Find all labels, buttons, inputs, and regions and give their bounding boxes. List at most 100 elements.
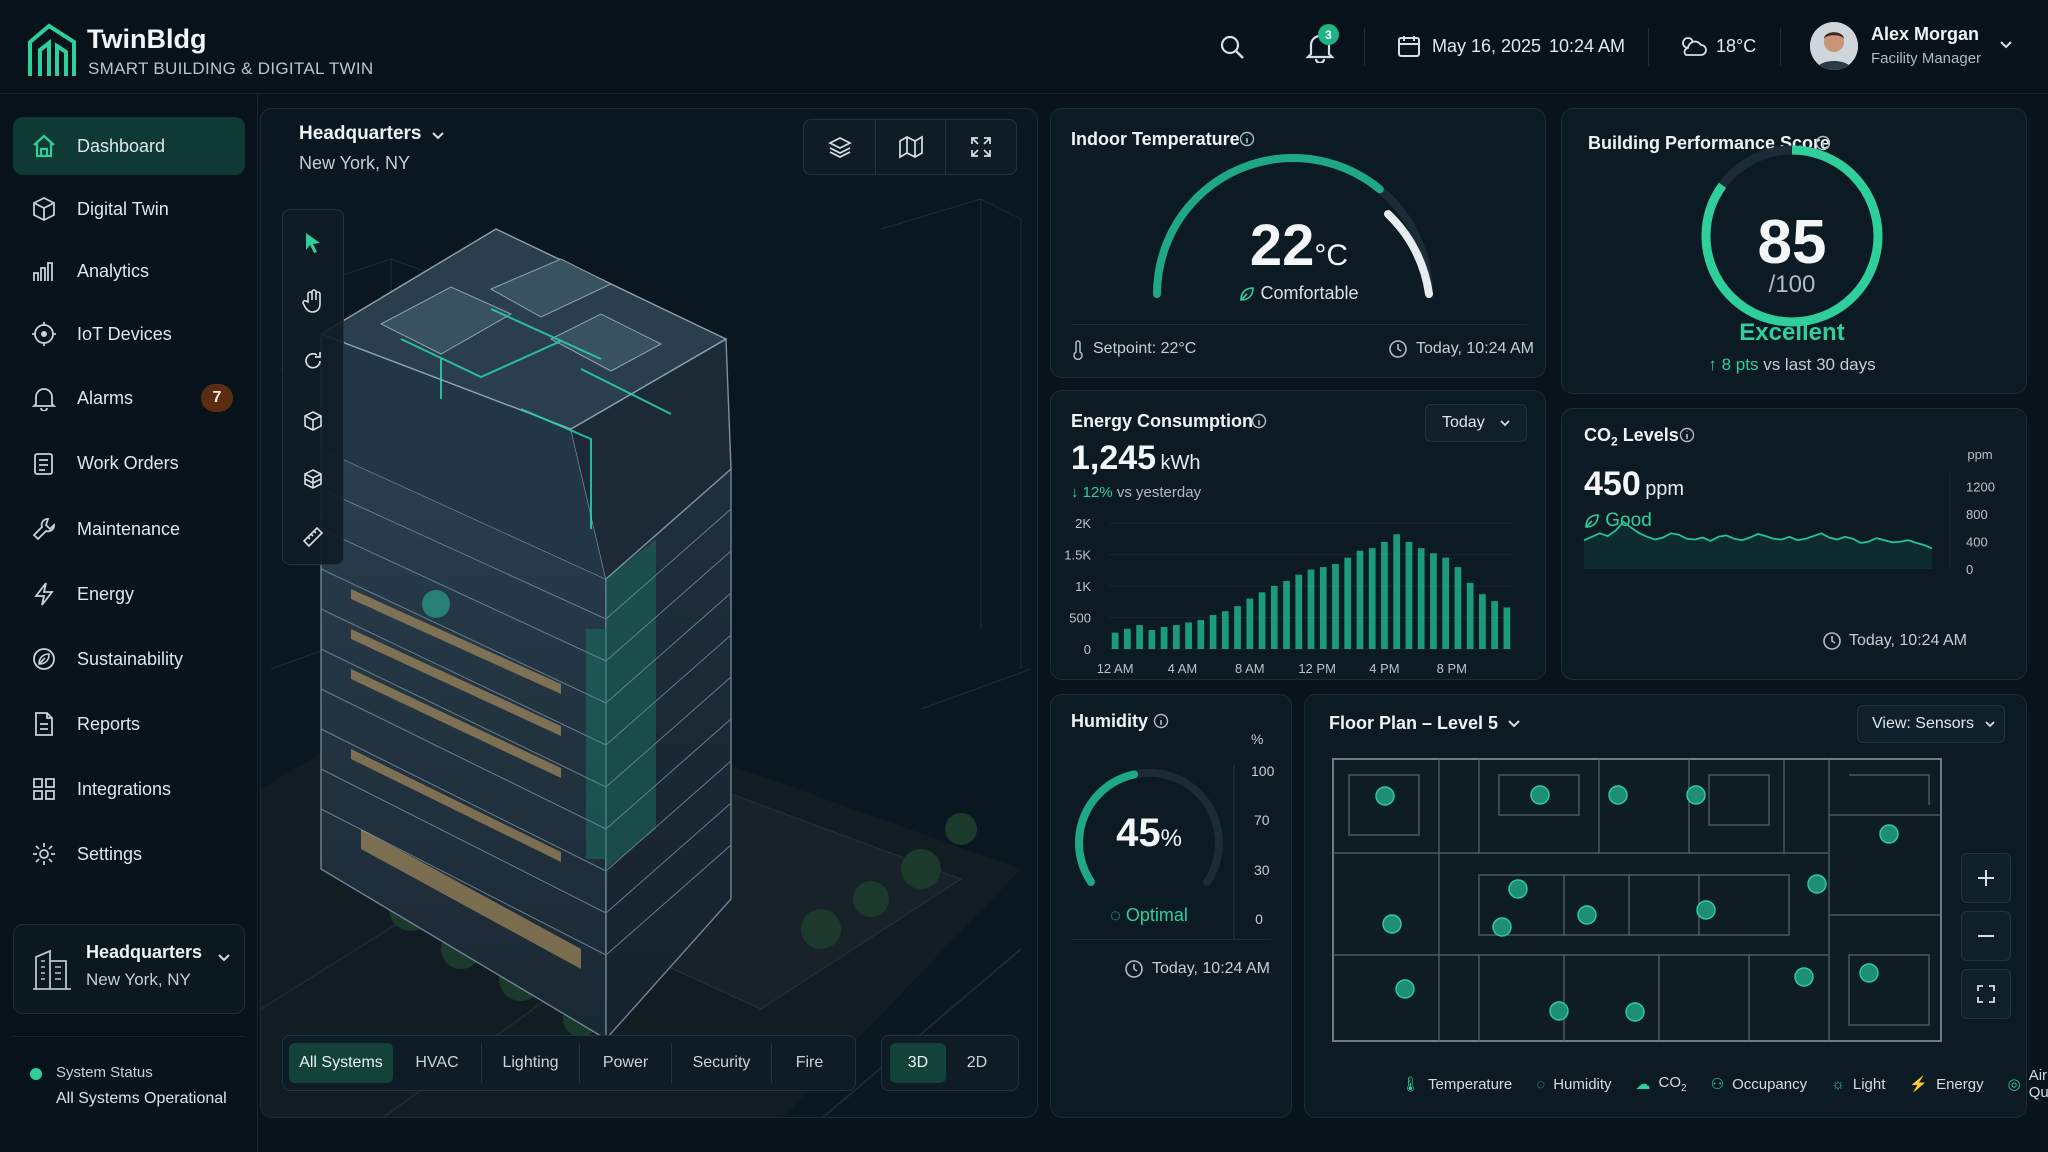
select-tool-button[interactable] bbox=[283, 218, 343, 268]
info-icon[interactable] bbox=[1251, 413, 1267, 429]
energy-delta-suffix: vs yesterday bbox=[1116, 484, 1202, 501]
y-tick-label: 0 bbox=[1966, 562, 1973, 577]
info-icon[interactable] bbox=[1153, 713, 1169, 729]
notification-count-badge: 3 bbox=[1318, 24, 1339, 45]
fit-view-button[interactable] bbox=[1961, 969, 2011, 1019]
building-name[interactable]: Headquarters bbox=[299, 123, 422, 144]
measure-tool-button[interactable] bbox=[283, 512, 343, 562]
humidity-gauge bbox=[1075, 765, 1235, 939]
digital-twin-panel: Headquarters New York, NY All Systems HV… bbox=[260, 108, 1038, 1118]
co2-unit: ppm bbox=[1645, 478, 1685, 500]
temperature-status: Comfortable bbox=[1260, 283, 1359, 303]
sidebar-item-alarms[interactable]: Alarms 7 bbox=[13, 369, 245, 427]
fullscreen-button[interactable] bbox=[946, 120, 1016, 174]
card-title: CO2 Levels bbox=[1584, 425, 1679, 449]
tab-security[interactable]: Security bbox=[671, 1043, 771, 1083]
x-tick-label: 8 PM bbox=[1437, 661, 1467, 676]
tab-power[interactable]: Power bbox=[579, 1043, 671, 1083]
user-role: Facility Manager bbox=[1871, 50, 1982, 67]
sidebar-item-label: Maintenance bbox=[77, 518, 181, 539]
performance-max: /100 bbox=[1768, 271, 1816, 298]
legend-item: Humidity bbox=[1553, 1075, 1612, 1093]
floor-plan-map[interactable] bbox=[1329, 755, 1949, 1045]
tab-all-systems[interactable]: All Systems bbox=[289, 1043, 393, 1083]
sidebar-item-dashboard[interactable]: Dashboard bbox=[13, 117, 245, 175]
leaf-icon bbox=[1584, 513, 1600, 529]
info-icon[interactable] bbox=[1679, 427, 1695, 443]
sidebar-item-maintenance[interactable]: Maintenance bbox=[13, 500, 245, 558]
arrow-up-icon: ↑ bbox=[1708, 355, 1717, 374]
card-title[interactable]: Floor Plan – Level 5 bbox=[1329, 713, 1499, 733]
energy-bar bbox=[1466, 582, 1474, 649]
chevron-down-icon bbox=[1984, 720, 1996, 728]
sidebar-item-label: Reports bbox=[77, 713, 141, 734]
tab-hvac[interactable]: HVAC bbox=[415, 1054, 459, 1071]
zoom-in-button[interactable] bbox=[1961, 853, 2011, 903]
x-tick-label: 4 AM bbox=[1168, 661, 1198, 676]
energy-bar bbox=[1270, 586, 1278, 649]
sidebar-item-energy[interactable]: Energy bbox=[13, 565, 245, 623]
view-3d-button[interactable]: 3D bbox=[890, 1043, 946, 1083]
chevron-down-icon[interactable] bbox=[1999, 40, 2013, 50]
chevron-down-icon[interactable] bbox=[1507, 719, 1521, 729]
humidity-scale-label: 70 bbox=[1254, 812, 1270, 828]
energy-bar bbox=[1172, 625, 1180, 649]
energy-delta: 12% bbox=[1082, 484, 1113, 501]
user-avatar[interactable] bbox=[1810, 22, 1858, 70]
clock-icon bbox=[1822, 631, 1842, 651]
tab-fire[interactable]: Fire bbox=[771, 1043, 847, 1083]
pan-tool-button[interactable] bbox=[283, 276, 343, 326]
map-building-icon bbox=[898, 135, 924, 159]
sidebar-item-iot-devices[interactable]: IoT Devices bbox=[13, 305, 245, 363]
system-status-value: All Systems Operational bbox=[56, 1090, 227, 1107]
sidebar-item-integrations[interactable]: Integrations bbox=[13, 760, 245, 818]
humidity-scale-label: 30 bbox=[1254, 862, 1270, 878]
energy-bar bbox=[1209, 614, 1217, 649]
chevron-down-icon[interactable] bbox=[431, 131, 445, 141]
tab-lighting[interactable]: Lighting bbox=[481, 1043, 579, 1083]
energy-bar bbox=[1234, 606, 1241, 649]
search-icon[interactable] bbox=[1219, 34, 1245, 60]
grid-icon bbox=[31, 776, 57, 802]
air-quality-icon: ◎ bbox=[2007, 1076, 2021, 1093]
co2-series-line bbox=[1583, 520, 1933, 550]
bell-icon bbox=[31, 385, 57, 411]
sidebar-item-sustainability[interactable]: Sustainability bbox=[13, 630, 245, 688]
temperature-setpoint: Setpoint: 22°C bbox=[1093, 340, 1197, 357]
divider bbox=[1780, 28, 1781, 66]
divider bbox=[13, 1036, 245, 1037]
info-icon[interactable] bbox=[1239, 131, 1255, 147]
sidebar-item-label: Work Orders bbox=[77, 452, 179, 473]
energy-bar bbox=[1332, 563, 1339, 649]
sidebar-item-label: Sustainability bbox=[77, 648, 184, 669]
sidebar-item-reports[interactable]: Reports bbox=[13, 695, 245, 753]
period-select[interactable]: Today bbox=[1425, 404, 1527, 442]
bolt-icon bbox=[31, 581, 57, 607]
humidity-scale-label: 100 bbox=[1251, 763, 1275, 779]
co2-updated: Today, 10:24 AM bbox=[1849, 632, 1967, 649]
view-2d-button[interactable]: 2D bbox=[966, 1054, 988, 1071]
sidebar-item-digital-twin[interactable]: Digital Twin bbox=[13, 180, 245, 238]
view-select[interactable]: View: Sensors bbox=[1857, 705, 2005, 743]
legend-item: Energy bbox=[1936, 1075, 1984, 1093]
section-view-button[interactable] bbox=[283, 454, 343, 504]
humidity-card: Humidity 45% ◌ Optimal % 100 70 30 0 Tod… bbox=[1050, 694, 1292, 1118]
sidebar-item-label: Analytics bbox=[77, 260, 150, 281]
box-view-button[interactable] bbox=[283, 396, 343, 446]
rotate-tool-button[interactable] bbox=[283, 336, 343, 386]
sidebar-item-work-orders[interactable]: Work Orders bbox=[13, 434, 245, 492]
sidebar-item-analytics[interactable]: Analytics bbox=[13, 242, 245, 300]
building-3d-model[interactable] bbox=[261, 109, 1038, 1118]
map-view-button[interactable] bbox=[876, 120, 946, 174]
zoom-out-button[interactable] bbox=[1961, 911, 2011, 961]
energy-bar bbox=[1417, 548, 1425, 649]
card-title: Energy Consumption bbox=[1071, 411, 1254, 431]
divider bbox=[1648, 28, 1649, 66]
layers-button[interactable] bbox=[804, 120, 876, 174]
sidebar-item-settings[interactable]: Settings bbox=[13, 825, 245, 883]
info-icon[interactable] bbox=[1815, 135, 1831, 151]
site-selector[interactable]: Headquarters New York, NY bbox=[13, 924, 245, 1014]
site-name: Headquarters bbox=[86, 942, 203, 962]
bar-chart-icon bbox=[31, 258, 57, 284]
cursor-icon bbox=[302, 231, 324, 255]
